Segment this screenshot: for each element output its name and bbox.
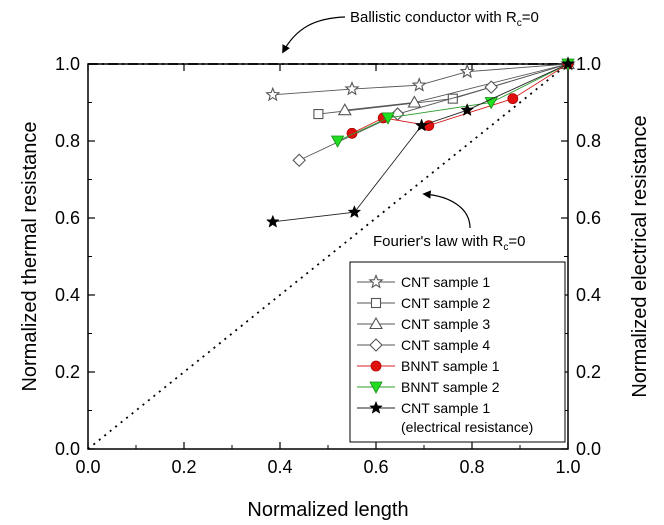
x-tick-label: 0.6 xyxy=(363,457,388,477)
y2-tick-label: 1.0 xyxy=(576,54,601,74)
ballistic-annotation-label: Ballistic conductor with Rc=0 xyxy=(350,9,539,29)
y-tick-label: 0.0 xyxy=(55,439,80,459)
x-tick-label: 1.0 xyxy=(555,457,580,477)
cnt-sample-1-electrical-point xyxy=(347,205,362,219)
x-tick-label: 0.0 xyxy=(75,457,100,477)
legend-label: CNT sample 4 xyxy=(401,337,490,353)
cnt-sample-1-line xyxy=(272,63,569,96)
legend-marker xyxy=(369,316,383,330)
x-axis-title: Normalized length xyxy=(247,499,408,521)
y2-tick-label: 0.4 xyxy=(576,285,601,305)
annotations: Ballistic conductor with Rc=0 Fourier's l… xyxy=(282,9,539,253)
legend-label-line2: (electrical resistance) xyxy=(401,419,533,435)
cnt-sample-2-point xyxy=(313,109,324,120)
fourier-annotation-label: Fourier's law with Rc=0 xyxy=(373,233,526,253)
legend-marker xyxy=(368,273,384,289)
bnnt-sample-1-point xyxy=(507,93,519,105)
bnnt-sample-2-point xyxy=(381,112,395,125)
fourier-reference-line xyxy=(87,63,569,450)
cnt-sample-1-point xyxy=(411,77,427,92)
x-tick-label: 0.8 xyxy=(459,457,484,477)
y-tick-label: 0.2 xyxy=(55,362,80,382)
y-axis-title: Normalized thermal resistance xyxy=(19,121,41,391)
legend-marker xyxy=(369,400,383,414)
legend-label: CNT sample 1 xyxy=(401,274,490,290)
y2-tick-label: 0.0 xyxy=(576,439,601,459)
cnt-sample-4-point xyxy=(292,153,306,168)
cnt-sample-1-point xyxy=(344,81,360,96)
axes: 0.0 0.2 0.4 0.6 0.8 1.00.00.20.40.60.81.00.00… xyxy=(19,54,651,521)
x-tick-label: 0.2 xyxy=(171,457,196,477)
legend-label: BNNT sample 2 xyxy=(401,379,500,395)
legend-box xyxy=(349,261,566,443)
y-tick-label: 1.0 xyxy=(55,54,80,74)
cnt-sample-2-point xyxy=(447,93,458,104)
legend-label: BNNT sample 1 xyxy=(401,358,500,374)
cnt-sample-4-line xyxy=(299,63,569,161)
bnnt-sample-2-line xyxy=(337,63,569,142)
legend-label: CNT sample 1 xyxy=(401,400,490,416)
cnt-sample-1-electrical-point xyxy=(460,103,475,117)
cnt-sample-1-electrical-point xyxy=(414,118,429,132)
legend-label: CNT sample 3 xyxy=(401,316,490,332)
cnt-sample-1-electrical-point xyxy=(561,56,575,70)
legend-marker xyxy=(370,360,382,372)
cnt-sample-1-electrical-point xyxy=(265,214,280,228)
ballistic-annotation-arrow xyxy=(282,16,346,54)
y-tick-label: 0.4 xyxy=(55,285,80,305)
cnt-sample-1-point xyxy=(459,63,475,79)
y2-tick-label: 0.2 xyxy=(576,362,601,382)
legend-marker xyxy=(369,381,383,394)
y-tick-label: 0.8 xyxy=(55,131,80,151)
bnnt-sample-2-point xyxy=(330,135,345,148)
legend-marker xyxy=(370,297,382,309)
y2-tick-label: 0.6 xyxy=(576,208,601,228)
cnt-sample-1-point xyxy=(265,86,281,102)
reference-lines xyxy=(87,63,569,450)
y-tick-label: 0.6 xyxy=(55,208,80,228)
cnt-sample-3-point xyxy=(407,95,422,108)
legend: CNT sample 1 CNT sample 2 CNT sample 3 CNT … xyxy=(349,261,566,443)
legend-marker xyxy=(369,338,383,352)
legend-label: CNT sample 2 xyxy=(401,295,490,311)
x-tick-label: 0.4 xyxy=(267,457,292,477)
fourier-annotation-arrow xyxy=(422,190,471,229)
series-group xyxy=(265,55,576,228)
y2-axis-title: Normalized electrical resistance xyxy=(629,115,651,397)
bnnt-sample-1-point xyxy=(346,127,358,139)
cnt-sample-4-point xyxy=(484,80,498,94)
y2-tick-label: 0.8 xyxy=(576,131,601,151)
cnt-sample-3-point xyxy=(337,103,352,116)
